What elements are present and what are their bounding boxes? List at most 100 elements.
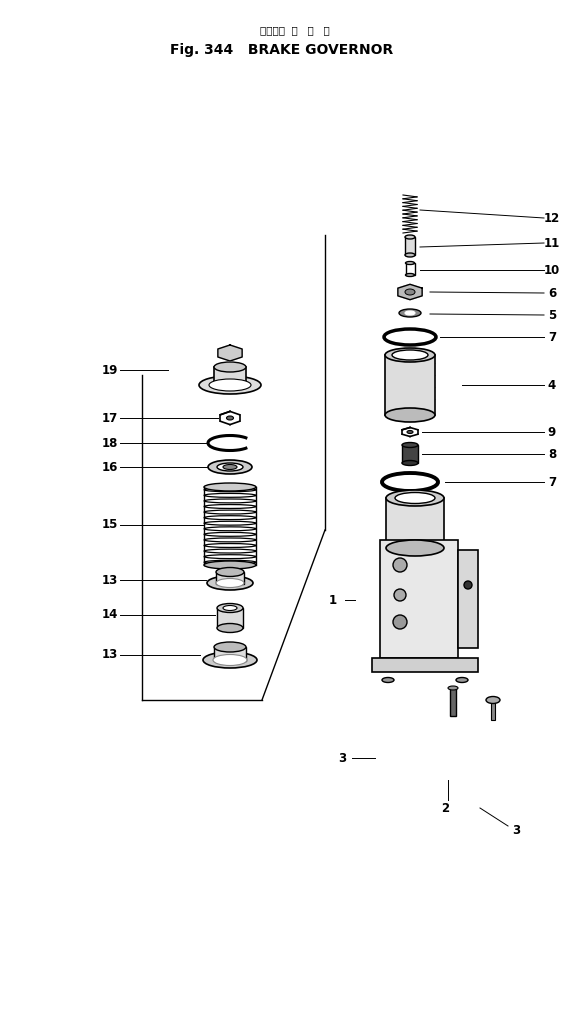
Ellipse shape [386,540,444,556]
Bar [372,658,478,672]
Text: 3: 3 [512,824,520,837]
Ellipse shape [390,476,430,488]
Ellipse shape [213,655,247,666]
Ellipse shape [216,567,244,576]
Ellipse shape [392,350,428,360]
Ellipse shape [204,505,256,508]
Ellipse shape [204,494,256,498]
Bar [450,688,456,716]
Ellipse shape [394,589,406,601]
Bar [380,540,458,658]
Ellipse shape [204,527,256,530]
Ellipse shape [405,253,415,257]
Text: 3: 3 [338,751,346,765]
Text: ブレーキ  ガ   バ   ナ: ブレーキ ガ バ ナ [260,25,330,35]
Ellipse shape [405,289,415,295]
Text: 13: 13 [102,573,118,586]
Ellipse shape [448,686,458,690]
Bar [214,647,246,661]
Bar [217,608,243,628]
Text: 10: 10 [544,264,560,277]
Text: 1: 1 [329,593,337,607]
Ellipse shape [199,376,261,394]
Bar [458,550,478,648]
Ellipse shape [385,408,435,422]
Bar [402,445,418,463]
Ellipse shape [204,510,256,514]
Ellipse shape [204,560,256,564]
Ellipse shape [204,483,256,491]
Text: 7: 7 [548,331,556,343]
Text: Fig. 344   BRAKE GOVERNOR: Fig. 344 BRAKE GOVERNOR [170,43,394,57]
Bar [385,355,435,415]
Bar [386,498,444,548]
Ellipse shape [204,544,256,548]
Text: 4: 4 [548,379,556,392]
Text: 9: 9 [548,426,556,439]
Ellipse shape [382,678,394,682]
Ellipse shape [204,516,256,519]
Text: 18: 18 [102,437,118,450]
Bar [216,572,244,584]
Ellipse shape [217,463,243,471]
Ellipse shape [227,416,233,420]
Ellipse shape [402,460,418,465]
Ellipse shape [407,431,413,434]
Ellipse shape [406,262,415,265]
Ellipse shape [385,348,435,362]
Ellipse shape [223,464,237,469]
Ellipse shape [217,623,243,632]
Ellipse shape [204,532,256,536]
Ellipse shape [217,604,243,613]
Ellipse shape [204,538,256,542]
Ellipse shape [386,490,444,506]
Ellipse shape [486,696,500,703]
Ellipse shape [391,332,429,342]
Text: 13: 13 [102,648,118,662]
Text: 14: 14 [102,609,118,622]
Ellipse shape [208,460,252,474]
Ellipse shape [456,678,468,682]
Ellipse shape [214,642,246,652]
Polygon shape [398,284,422,299]
Ellipse shape [204,555,256,559]
Text: 19: 19 [102,363,118,377]
Ellipse shape [209,379,251,391]
Ellipse shape [204,488,256,492]
Bar [491,700,495,720]
Polygon shape [218,345,242,361]
Ellipse shape [204,499,256,503]
Text: 17: 17 [102,411,118,425]
Ellipse shape [204,561,256,569]
Text: 16: 16 [102,460,118,473]
Text: 15: 15 [102,518,118,531]
Ellipse shape [204,549,256,553]
Ellipse shape [223,606,237,611]
Bar [405,237,415,254]
Ellipse shape [207,576,253,590]
Text: 8: 8 [548,448,556,460]
Ellipse shape [402,443,418,448]
Ellipse shape [399,309,421,317]
Bar [214,367,246,385]
Ellipse shape [384,329,436,345]
Bar [406,263,415,275]
Ellipse shape [203,652,257,668]
Ellipse shape [395,493,435,504]
Ellipse shape [214,362,246,372]
Ellipse shape [464,581,472,589]
Text: 2: 2 [441,801,449,814]
Text: 6: 6 [548,286,556,299]
Ellipse shape [405,235,415,239]
Ellipse shape [216,578,244,587]
Text: 7: 7 [548,475,556,489]
Text: 11: 11 [544,236,560,249]
Ellipse shape [393,558,407,572]
Ellipse shape [204,521,256,525]
Ellipse shape [405,312,415,315]
Ellipse shape [406,274,415,277]
Text: 5: 5 [548,308,556,322]
Text: 12: 12 [544,212,560,225]
Ellipse shape [393,615,407,629]
Ellipse shape [382,473,438,491]
